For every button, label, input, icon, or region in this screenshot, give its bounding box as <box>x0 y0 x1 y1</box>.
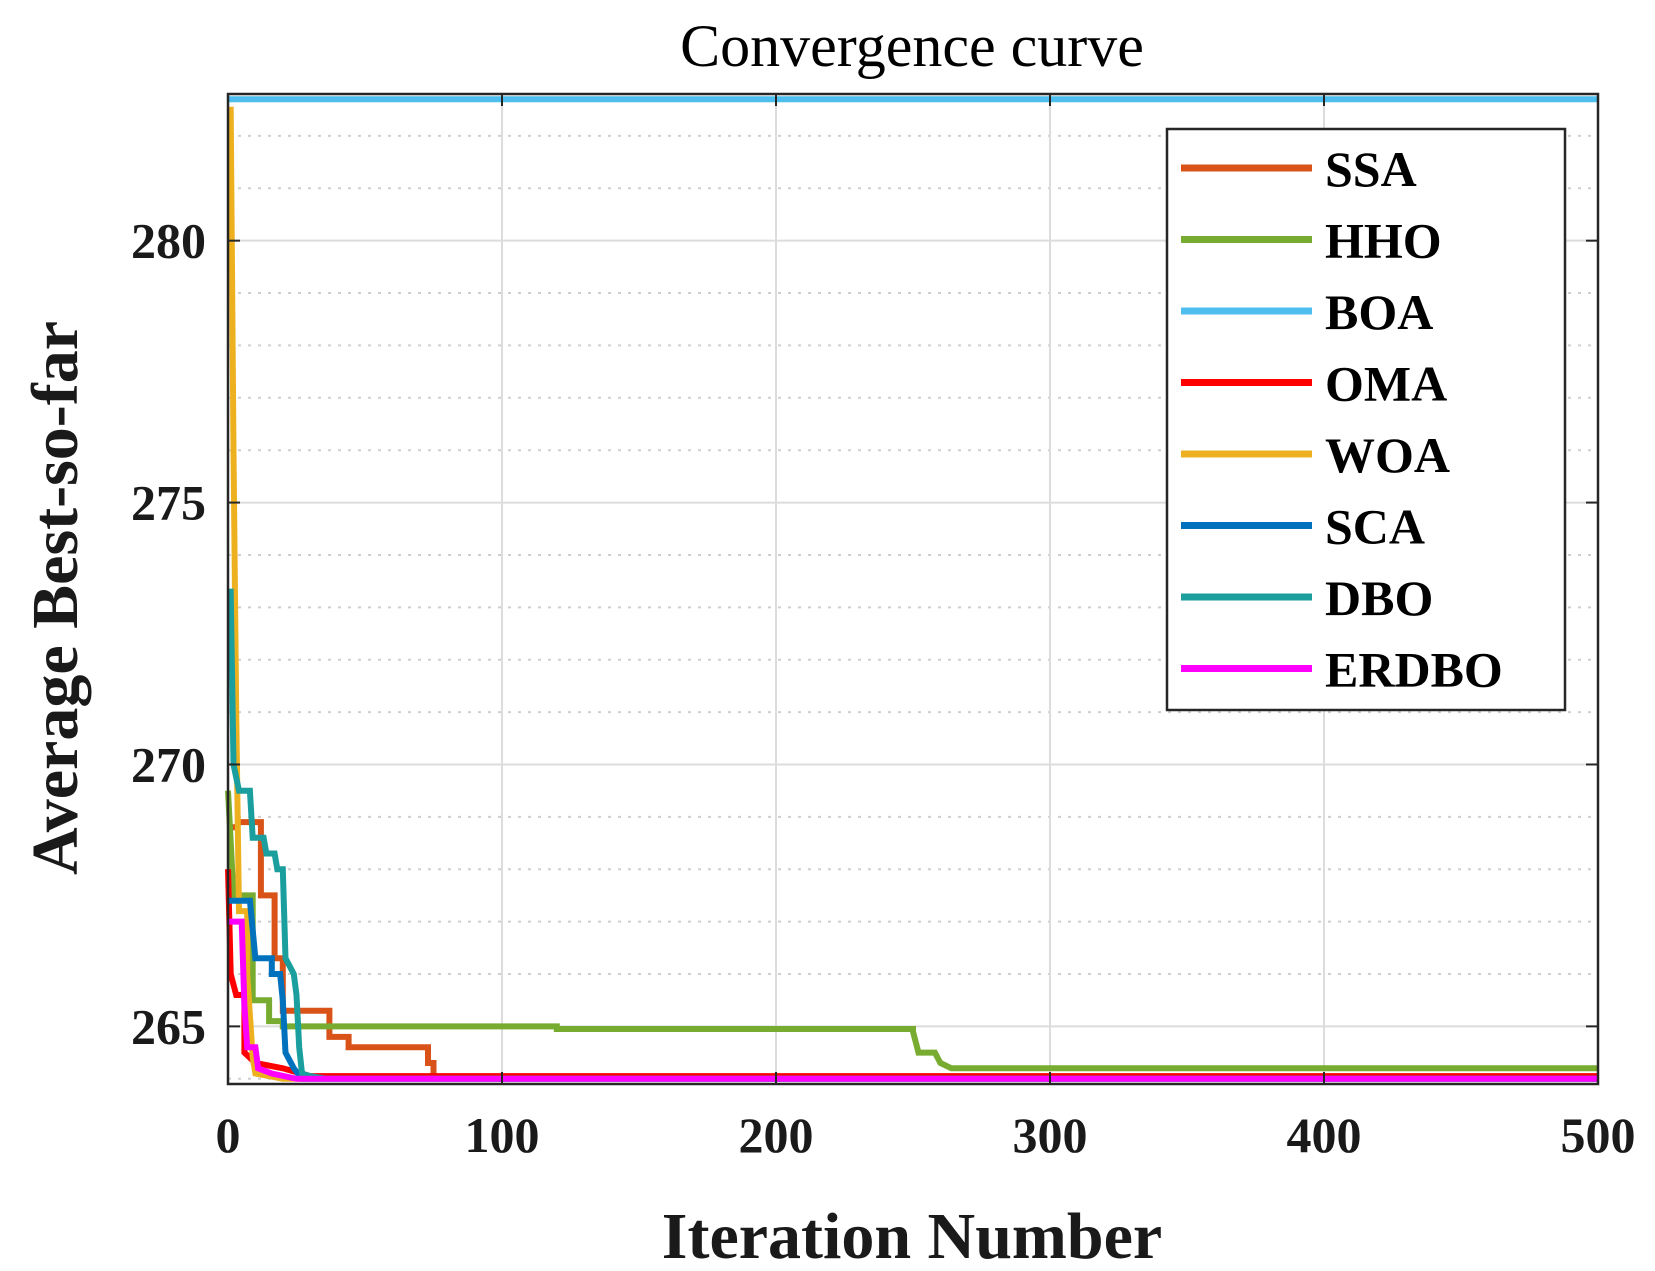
legend-label-hho: HHO <box>1325 213 1442 269</box>
y-tick-label: 265 <box>131 998 206 1054</box>
x-tick-label: 0 <box>216 1107 241 1163</box>
series-line-erdbo <box>228 918 1598 1082</box>
legend-label-sca: SCA <box>1325 499 1425 555</box>
y-tick-label: 275 <box>131 475 206 531</box>
series-line-dbo <box>227 588 1598 1082</box>
major-grid <box>228 94 1598 1084</box>
series-lines <box>225 96 1598 1082</box>
y-tick-labels: 265 270 275 280 <box>131 213 206 1055</box>
series-line-woa <box>227 106 1598 1082</box>
legend-label-woa: WOA <box>1325 427 1450 483</box>
y-axis-label: Average Best-so-far <box>19 321 92 875</box>
legend-box <box>1165 127 1567 712</box>
legend-label-boa: BOA <box>1325 284 1433 340</box>
x-tick-label: 200 <box>739 1107 814 1163</box>
x-tick-label: 100 <box>465 1107 540 1163</box>
x-tick-label: 300 <box>1013 1107 1088 1163</box>
series-line-ssa <box>228 819 1598 1082</box>
legend-label-ssa: SSA <box>1325 141 1417 197</box>
x-tick-labels: 0 100 200 300 400 500 <box>216 1107 1636 1163</box>
x-tick-label: 400 <box>1287 1107 1362 1163</box>
legend-label-erdbo: ERDBO <box>1325 642 1503 698</box>
axes-box <box>226 92 1600 1086</box>
series-line-hho <box>225 790 1598 1072</box>
y-tick-label: 270 <box>131 736 206 792</box>
series-line-sca <box>228 897 1598 1082</box>
legend-label-dbo: DBO <box>1325 570 1433 626</box>
y-tick-label: 280 <box>131 213 206 269</box>
x-tick-label: 500 <box>1561 1107 1636 1163</box>
legend-label-oma: OMA <box>1325 356 1447 412</box>
legend: SSA HHO BOA OMA WOA SCA DBO ERDBO <box>1165 127 1567 712</box>
x-axis-label: Iteration Number <box>662 1200 1162 1271</box>
chart-title: Convergence curve <box>680 13 1144 79</box>
axes <box>226 92 1600 1086</box>
